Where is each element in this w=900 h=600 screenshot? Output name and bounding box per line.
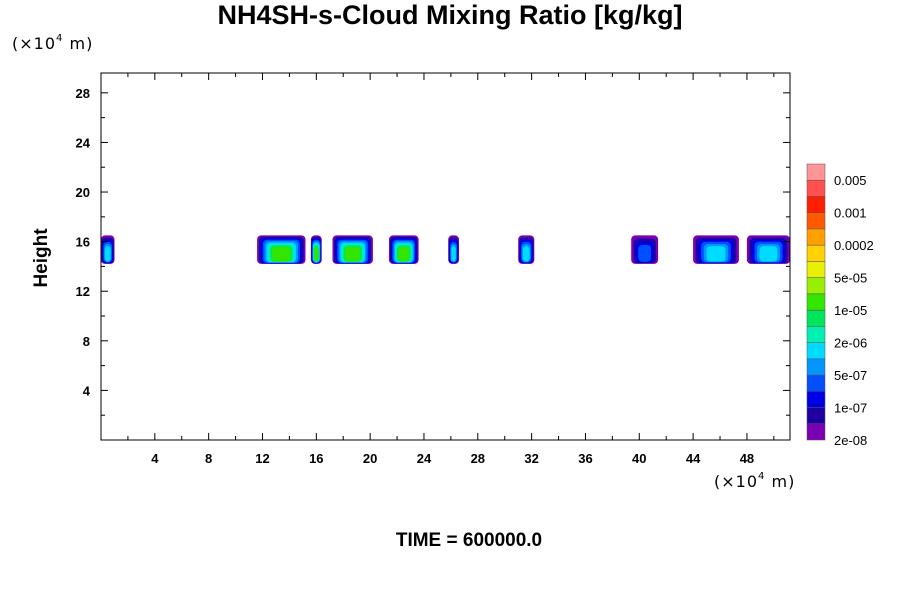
- colorbar-label: 2e-06: [834, 336, 867, 351]
- cloud-segment-9-band-5: [759, 246, 778, 262]
- plot-frame: [100, 72, 791, 441]
- x-tick-label: 28: [471, 451, 485, 466]
- colorbar-swatch: [806, 179, 826, 197]
- colorbar-label: 0.001: [834, 206, 867, 221]
- colorbar-label: 2e-08: [834, 433, 867, 448]
- x-tick-label: 32: [524, 451, 538, 466]
- cloud-layer: [101, 235, 790, 264]
- cloud-segment-4-band-8: [398, 246, 410, 262]
- cloud-segment-3-band-8: [345, 246, 361, 262]
- colorbar-swatch: [806, 261, 826, 278]
- colorbar-label: 1e-05: [834, 303, 867, 318]
- x-tick-label: 36: [578, 451, 592, 466]
- x-tick-label: 44: [686, 451, 701, 466]
- colorbar: 0.005 0.001 0.0002 5e-05 1e-05 2e-06 5e-07 1e-0…: [806, 163, 874, 448]
- colorbar-swatch: [806, 342, 826, 360]
- colorbar-swatch: [806, 407, 826, 424]
- colorbar-label: 1e-07: [834, 401, 867, 416]
- colorbar-swatch: [806, 326, 826, 343]
- cloud-segment-7-band-3: [638, 245, 652, 262]
- colorbar-label: 0.005: [834, 173, 867, 188]
- x-tick-label: 20: [363, 451, 377, 466]
- x-tick-label: 12: [255, 451, 269, 466]
- y-axis-unit: (×104 m): [12, 32, 94, 53]
- cloud-segment-5-band-5: [451, 246, 456, 262]
- colorbar-label: 5e-05: [834, 271, 867, 286]
- cloud-segment-1-band-8: [272, 246, 291, 262]
- x-tick-label: 40: [632, 451, 646, 466]
- cloud-segment-0-band-5: [104, 246, 111, 262]
- y-tick-label: 28: [76, 86, 90, 101]
- x-tick-label: 48: [740, 451, 754, 466]
- x-tick-label: 8: [205, 451, 212, 466]
- colorbar-swatch: [806, 374, 826, 392]
- y-tick-label: 16: [76, 235, 90, 250]
- colorbar-swatch: [806, 423, 826, 441]
- colorbar-swatch: [806, 309, 826, 327]
- colorbar-swatch: [806, 196, 826, 213]
- chart-title: NH4SH-s-Cloud Mixing Ratio [kg/kg]: [217, 0, 683, 30]
- y-tick-label: 4: [83, 383, 91, 398]
- colorbar-swatch: [806, 358, 826, 376]
- cloud-segment-2-band-8: [314, 246, 319, 262]
- y-tick-label: 20: [76, 185, 90, 200]
- colorbar-swatch: [806, 163, 826, 181]
- colorbar-swatch: [806, 244, 826, 262]
- colorbar-swatch: [806, 293, 826, 311]
- x-tick-label: 4: [151, 451, 159, 466]
- colorbar-swatch: [806, 391, 826, 408]
- cloud-segment-8-band-5: [706, 246, 726, 262]
- colorbar-swatch: [806, 228, 826, 246]
- plot-background: [101, 73, 790, 440]
- x-tick-label: 24: [417, 451, 432, 466]
- colorbar-swatch: [806, 212, 826, 230]
- x-tick-label: 16: [309, 451, 323, 466]
- x-axis-unit: (×104 m): [714, 470, 796, 491]
- colorbar-label: 5e-07: [834, 368, 867, 383]
- y-tick-label: 8: [83, 334, 90, 349]
- cloud-segment-6-band-5: [522, 246, 530, 262]
- colorbar-label: 0.0002: [834, 238, 874, 253]
- plot-area: [101, 73, 790, 440]
- time-label: TIME = 600000.0: [395, 530, 543, 551]
- y-tick-label: 24: [76, 135, 91, 150]
- colorbar-swatch: [806, 277, 826, 295]
- y-tick-label: 12: [76, 284, 90, 299]
